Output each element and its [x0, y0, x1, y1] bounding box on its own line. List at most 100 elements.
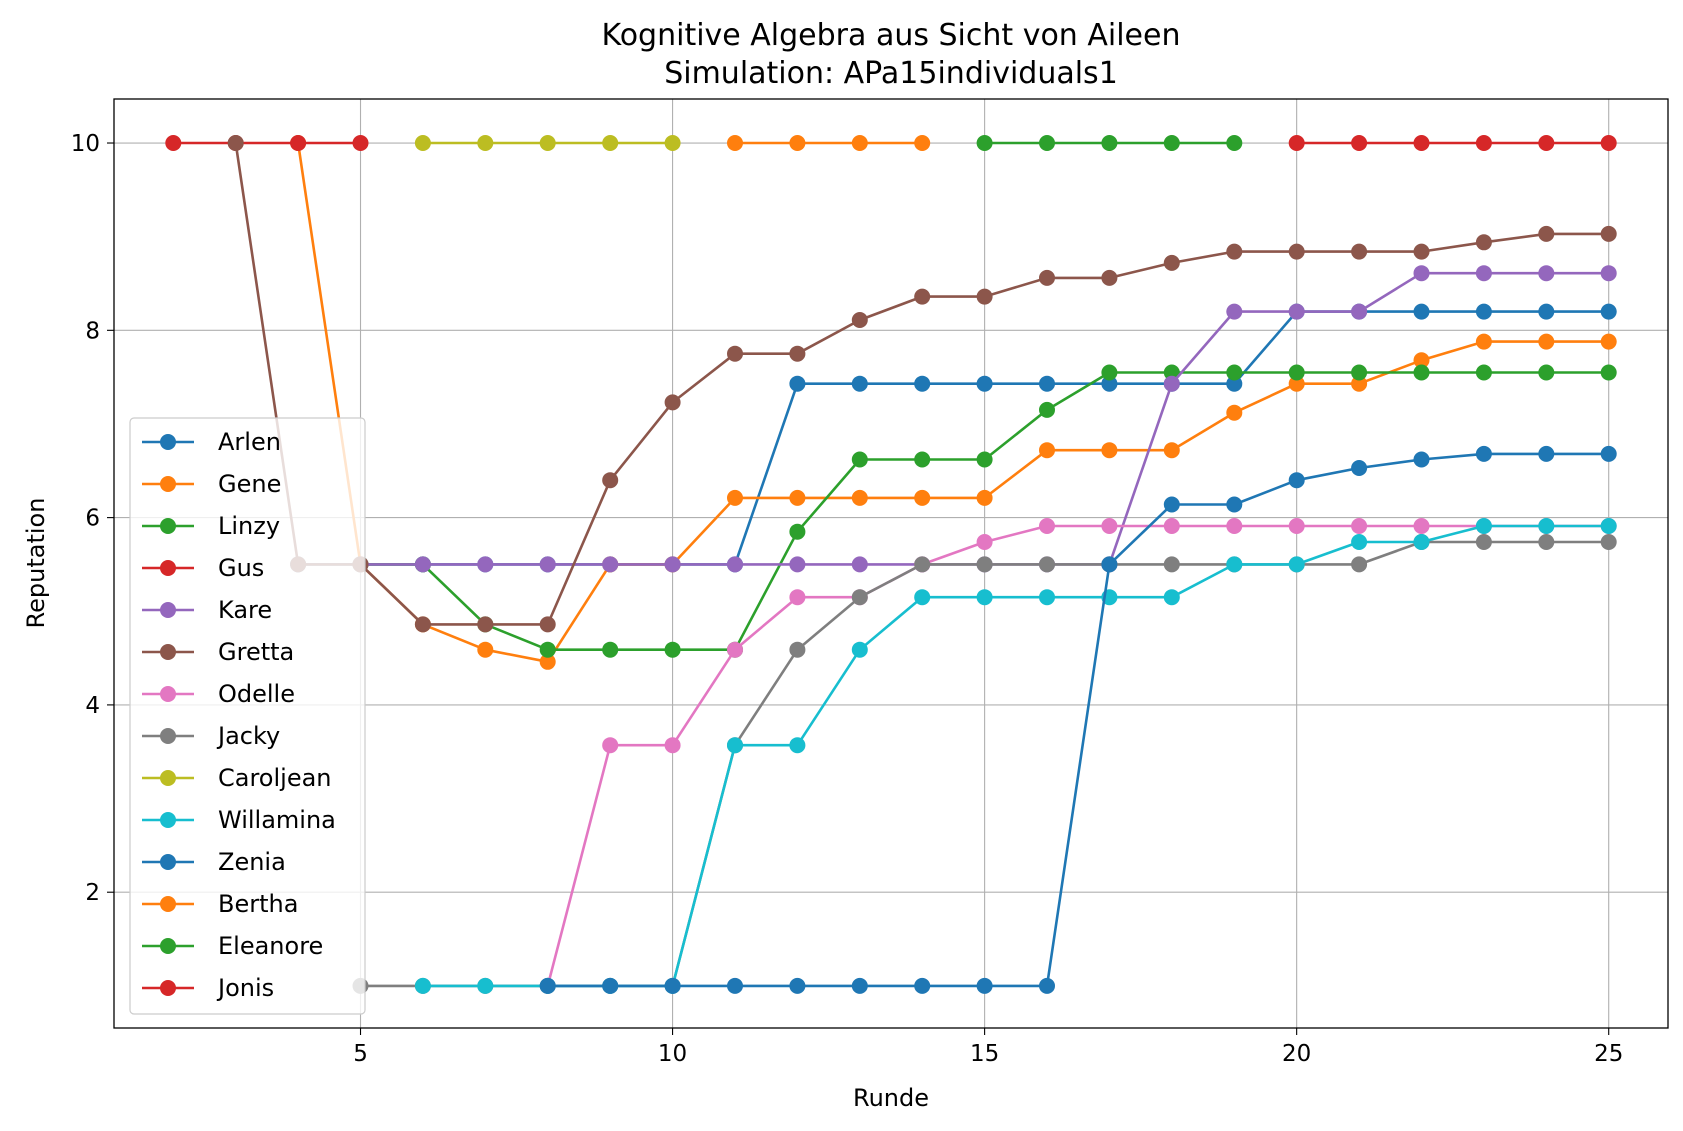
legend-label: Zenia [218, 848, 286, 876]
data-point [1163, 556, 1180, 573]
data-point [664, 641, 681, 658]
legend-swatch-marker [160, 812, 176, 828]
data-point [789, 737, 806, 754]
legend-swatch-marker [160, 644, 176, 660]
legend-entry: Jonis [142, 974, 274, 1002]
data-point [1600, 135, 1617, 151]
data-point [1600, 364, 1617, 381]
legend-entry: Caroljean [142, 764, 332, 792]
data-point [1475, 333, 1492, 350]
data-point [851, 641, 868, 658]
data-point [976, 489, 993, 506]
data-point [1600, 333, 1617, 350]
y-tick-label: 4 [85, 693, 100, 719]
legend-label: Willamina [218, 806, 336, 834]
legend-swatch-marker [160, 476, 176, 492]
data-point [1351, 303, 1368, 320]
data-point [1475, 445, 1492, 462]
data-point [477, 641, 494, 658]
data-point [1288, 518, 1305, 534]
data-point [1538, 534, 1555, 550]
data-point [851, 977, 868, 994]
data-point [1039, 556, 1055, 573]
data-point [1226, 496, 1243, 513]
legend-label: Jonis [216, 974, 274, 1002]
data-point [914, 589, 931, 606]
legend-entry: Gus [142, 554, 264, 582]
data-point [727, 345, 743, 362]
x-tick-label: 20 [1282, 1041, 1311, 1067]
y-axis-label: Reputation [22, 498, 50, 629]
legend-label: Gus [218, 554, 264, 582]
y-tick-label: 6 [85, 506, 100, 532]
legend-entry: Eleanore [142, 932, 323, 960]
data-point [851, 489, 868, 506]
legend-entry: Gretta [142, 638, 294, 666]
data-point [1226, 375, 1243, 392]
data-point [727, 489, 743, 506]
data-point [914, 288, 931, 305]
data-point [165, 135, 182, 151]
data-point [1101, 364, 1118, 381]
data-point [1288, 243, 1305, 260]
data-point [789, 556, 806, 573]
data-point [1538, 135, 1555, 151]
data-point [1288, 556, 1305, 573]
data-point [414, 556, 431, 573]
data-point [1538, 364, 1555, 381]
data-point [1226, 518, 1243, 534]
data-point [1600, 445, 1617, 462]
data-point [602, 737, 619, 754]
legend-label: Eleanore [218, 932, 323, 960]
data-point [1413, 352, 1430, 369]
data-point [1413, 265, 1430, 282]
data-point [851, 312, 868, 328]
data-point [1351, 375, 1368, 392]
data-point [539, 653, 556, 670]
data-point [477, 135, 494, 151]
legend-label: Kare [218, 596, 272, 624]
data-point [1101, 135, 1118, 151]
data-point [914, 977, 931, 994]
data-point [539, 641, 556, 658]
data-point [539, 977, 556, 994]
data-point [1163, 364, 1180, 381]
data-point [1226, 404, 1243, 421]
legend-swatch-marker [160, 434, 176, 450]
data-point [976, 977, 993, 994]
data-point [414, 977, 431, 994]
data-point [1163, 135, 1180, 151]
data-point [1538, 333, 1555, 350]
x-axis-label: Runde [853, 1084, 929, 1112]
legend-swatch-marker [160, 686, 176, 702]
data-point [1351, 460, 1368, 476]
data-point [1163, 375, 1180, 392]
data-point [477, 556, 494, 573]
data-point [1475, 303, 1492, 320]
data-point [602, 556, 619, 573]
data-point [414, 616, 431, 633]
data-point [1288, 135, 1305, 151]
data-point [1101, 556, 1118, 573]
series-bertha [727, 135, 931, 151]
data-point [789, 489, 806, 506]
data-point [1163, 589, 1180, 606]
data-point [1413, 518, 1430, 534]
legend-entry: Linzy [142, 512, 280, 540]
data-point [851, 556, 868, 573]
data-point [414, 135, 431, 151]
data-point [352, 135, 369, 151]
data-point [1101, 375, 1118, 392]
legend-label: Linzy [218, 512, 280, 540]
data-point [727, 977, 743, 994]
data-point [976, 534, 993, 550]
legend-swatch-marker [160, 560, 176, 576]
data-point [539, 135, 556, 151]
data-point [1475, 518, 1492, 534]
data-point [477, 977, 494, 994]
data-point [1039, 977, 1055, 994]
data-point [1288, 375, 1305, 392]
data-point [1101, 269, 1118, 286]
data-point [1413, 534, 1430, 550]
data-point [914, 135, 931, 151]
